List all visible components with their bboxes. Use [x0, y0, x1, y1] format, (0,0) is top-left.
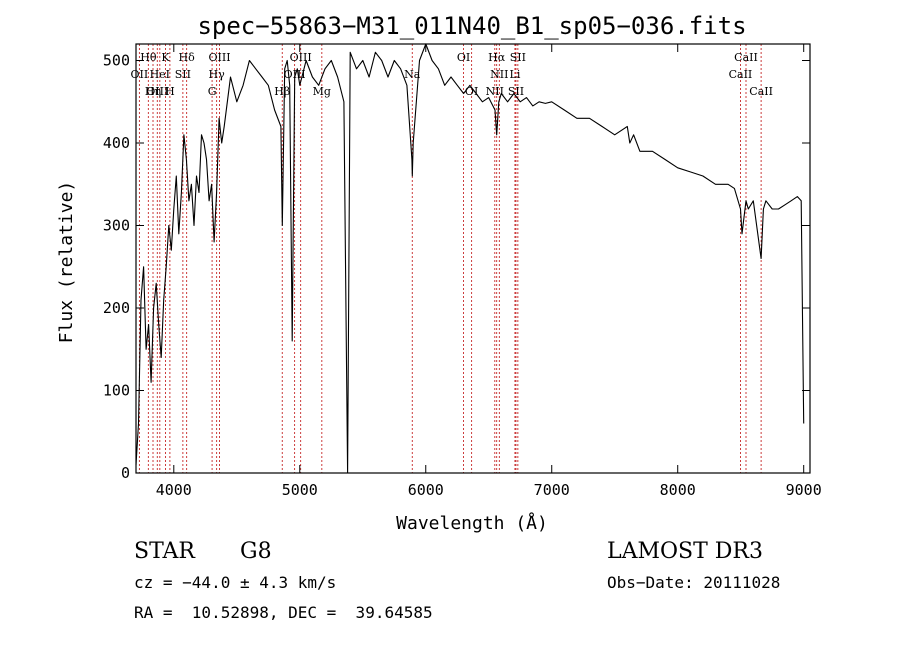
x-tick-label: 4000 [156, 481, 192, 499]
spectral-line-label: Hα [488, 51, 506, 64]
survey-name: LAMOST DR3 [607, 539, 763, 564]
series-group [135, 43, 805, 474]
axis-ticks: 4000 5000 6000 7000 8000 9000 0 100 200 300 400 500 [103, 44, 822, 499]
y-tick-label: 100 [103, 382, 130, 400]
spectral-line-label: CaII [749, 85, 773, 98]
y-tick-label: 0 [121, 464, 130, 482]
spectral-line-label: CaII [734, 51, 758, 64]
x-axis-label: Wavelength (Å) [396, 512, 548, 534]
spectral-line-label: OI [457, 51, 470, 64]
spectral-line-label: SII [175, 68, 191, 81]
chart-title: spec−55863−M31_011N40_B1_sp05−036.fits [197, 12, 746, 40]
ra-dec-coordinates: RA = 10.52898, DEC = 39.64585 [134, 603, 433, 622]
x-tick-label: 5000 [282, 481, 318, 499]
observation-date: Obs−Date: 20111028 [607, 573, 781, 592]
spectral-line-label: CaII [729, 68, 753, 81]
spectral-line-label: Hβ [274, 85, 290, 98]
spectral-line-label: Hδ [179, 51, 196, 64]
spectral-line-label: OI [465, 85, 478, 98]
y-tick-label: 400 [103, 134, 130, 152]
spectral-line-label: OIII [290, 51, 312, 64]
spectral-line-label: Li [510, 68, 521, 81]
spectral-line-label: H [165, 85, 175, 98]
x-tick-label: 9000 [786, 481, 822, 499]
spectral-line-label: HeI [150, 68, 170, 81]
object-class: STAR [134, 539, 195, 564]
spectral-line-label: Hη [145, 85, 161, 98]
spectral-line-label: OIII [284, 68, 306, 81]
y-tick-label: 200 [103, 299, 130, 317]
x-tick-label: 6000 [408, 481, 444, 499]
spectral-line-label: SII [510, 51, 526, 64]
spectral-line-label: OIII [208, 51, 230, 64]
y-axis-label: Flux (relative) [56, 181, 77, 344]
series-line [135, 43, 805, 474]
spectral-line-label: K [161, 51, 170, 64]
redshift-cz: cz = −44.0 ± 4.3 km/s [134, 573, 337, 592]
spectral-line-label: Hγ [209, 68, 226, 81]
spectral-line-label: SII [508, 85, 524, 98]
spectral-line-label: NII [490, 68, 508, 81]
plot-frame [135, 43, 811, 474]
y-tick-label: 500 [103, 52, 130, 70]
x-tick-label: 7000 [534, 481, 570, 499]
spectral-line-label: Na [404, 68, 421, 81]
spectral-line-label: NII [486, 85, 504, 98]
spectral-line-label: OIII [146, 85, 168, 98]
object-subclass: G8 [240, 539, 272, 564]
spectral-line-label: OII [131, 68, 149, 81]
x-tick-label: 8000 [660, 481, 696, 499]
y-tick-label: 300 [103, 217, 130, 235]
line-markers [138, 44, 762, 473]
spectral-line-label: Hθ [140, 51, 157, 64]
spectral-line-label: Mg [313, 85, 331, 98]
spectral-line-label: G [208, 85, 217, 98]
